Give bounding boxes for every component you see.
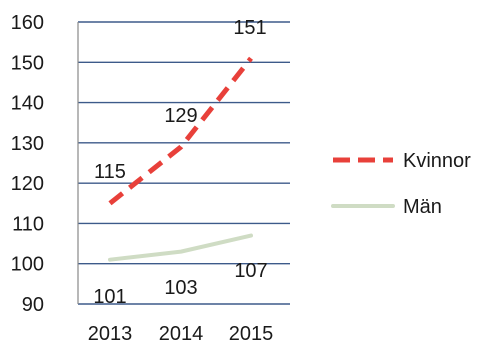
y-tick-labels: 160 150 140 130 120 110 100 90 bbox=[11, 12, 44, 316]
legend-label: Kvinnor bbox=[403, 150, 471, 172]
grid-lines bbox=[78, 21, 290, 305]
y-tick-label: 160 bbox=[11, 12, 44, 34]
x-tick-label: 2014 bbox=[159, 323, 204, 345]
y-tick-label: 140 bbox=[11, 93, 44, 115]
data-label: 129 bbox=[164, 105, 197, 127]
data-label: 107 bbox=[234, 260, 267, 282]
legend: Kvinnor Män bbox=[331, 150, 471, 218]
y-tick-label: 150 bbox=[11, 52, 44, 74]
x-tick-labels: 2013 2014 2015 bbox=[88, 323, 274, 345]
y-tick-label: 130 bbox=[11, 133, 44, 155]
series-lines bbox=[108, 56, 253, 262]
x-tick-label: 2015 bbox=[229, 323, 274, 345]
y-tick-label: 100 bbox=[11, 254, 44, 276]
legend-label: Män bbox=[403, 196, 442, 218]
data-label: 101 bbox=[93, 286, 126, 308]
y-tick-label: 110 bbox=[12, 213, 44, 235]
series-line-1 bbox=[108, 233, 253, 262]
y-tick-label: 90 bbox=[22, 294, 44, 316]
data-label: 103 bbox=[164, 277, 197, 299]
data-label: 115 bbox=[94, 161, 126, 183]
x-tick-label: 2013 bbox=[88, 323, 133, 345]
y-tick-label: 120 bbox=[11, 173, 44, 195]
series-line-0 bbox=[108, 56, 253, 206]
data-label: 151 bbox=[233, 17, 266, 39]
data-labels: 115 129 151 101 103 107 bbox=[93, 17, 267, 308]
